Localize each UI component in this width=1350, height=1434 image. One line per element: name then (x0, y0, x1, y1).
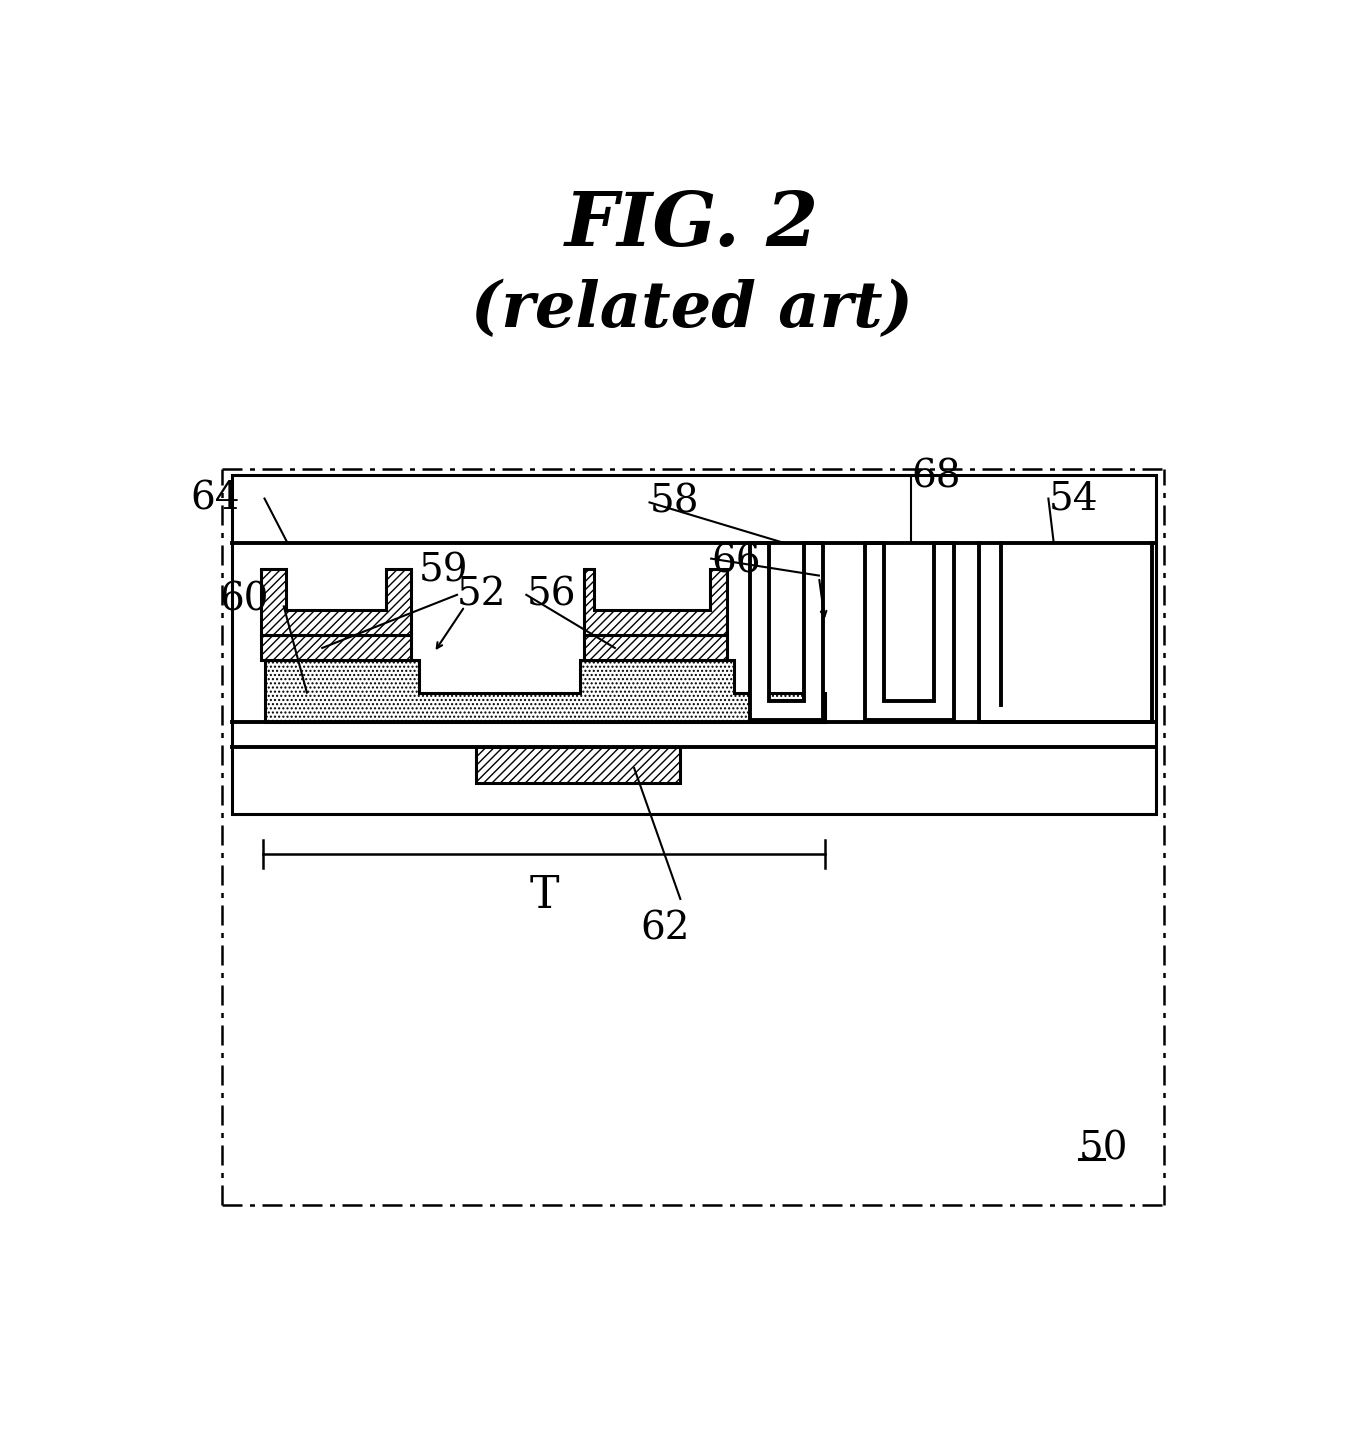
Text: 58: 58 (649, 483, 699, 521)
Polygon shape (585, 569, 726, 635)
Text: 64: 64 (190, 480, 240, 518)
Text: 68: 68 (911, 459, 961, 496)
Text: T: T (529, 873, 559, 916)
Text: 66: 66 (711, 543, 760, 581)
Text: 54: 54 (1049, 480, 1098, 518)
Text: 56: 56 (526, 576, 576, 614)
Bar (585, 635, 726, 660)
Polygon shape (749, 543, 822, 720)
Polygon shape (261, 569, 410, 635)
Bar (261, 635, 410, 660)
Polygon shape (265, 660, 825, 721)
Polygon shape (865, 543, 953, 720)
Text: 62: 62 (640, 911, 690, 948)
Bar (232, 476, 1156, 815)
Text: 60: 60 (219, 582, 269, 618)
Text: FIG. 2: FIG. 2 (564, 189, 819, 261)
Text: 59: 59 (418, 552, 468, 589)
Text: 52: 52 (458, 576, 506, 614)
Text: 50: 50 (1079, 1131, 1129, 1167)
Bar (477, 747, 680, 783)
Text: (related art): (related art) (471, 280, 913, 341)
